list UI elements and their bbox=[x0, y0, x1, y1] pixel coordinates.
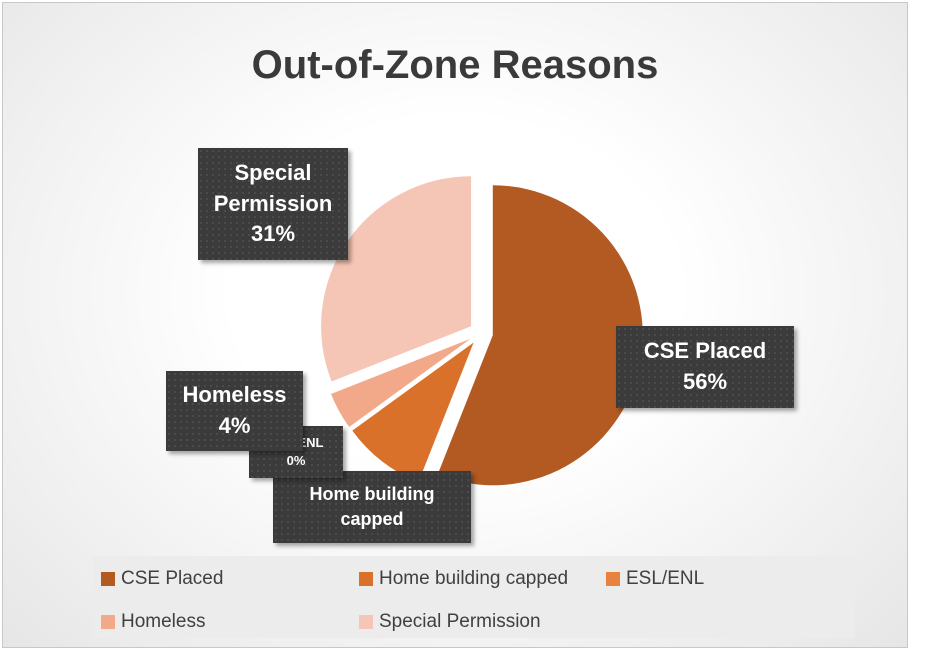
legend-swatch bbox=[359, 572, 373, 586]
legend-swatch bbox=[101, 615, 115, 629]
legend-item: Home building capped bbox=[359, 568, 568, 590]
legend-item: Special Permission bbox=[359, 611, 541, 633]
data-label-name: Home building capped bbox=[309, 483, 435, 529]
legend-label: CSE Placed bbox=[121, 568, 224, 589]
pie-slice bbox=[349, 340, 472, 429]
data-label-value: 0% bbox=[286, 453, 306, 468]
chart: Out-of-Zone Reasons CSE Placed Home build… bbox=[2, 2, 908, 648]
legend-swatch bbox=[359, 615, 373, 629]
data-label-value: 31% bbox=[250, 221, 296, 247]
data-label-value: 56% bbox=[682, 369, 728, 394]
legend-label: Special Permission bbox=[379, 611, 541, 632]
legend-swatch bbox=[606, 572, 620, 586]
data-label: CSE Placed 56% bbox=[616, 326, 794, 408]
pie-slice bbox=[321, 176, 472, 382]
legend-item: Homeless bbox=[101, 611, 205, 633]
legend-item: CSE Placed bbox=[101, 568, 223, 590]
chart-title: Out-of-Zone Reasons bbox=[251, 43, 659, 87]
data-label: Special Permission 31% bbox=[198, 148, 348, 260]
data-label-name: Homeless bbox=[182, 382, 287, 408]
data-label-value: 4% bbox=[218, 413, 251, 438]
legend-label: ESL/ENL bbox=[626, 568, 705, 589]
pie-area bbox=[321, 176, 643, 486]
pie-slice bbox=[352, 342, 474, 482]
pie-slice bbox=[331, 338, 471, 427]
legend-item: ESL/ENL bbox=[606, 568, 704, 590]
data-label-name: CSE Placed bbox=[643, 338, 767, 364]
legend-swatch bbox=[101, 572, 115, 586]
legend: CSE Placed Home building capped ESL/ENL Hom… bbox=[93, 556, 855, 638]
legend-label: Homeless bbox=[121, 611, 206, 632]
legend-label: Home building capped bbox=[379, 568, 569, 589]
pie-slice bbox=[437, 185, 643, 486]
data-label: Home building capped bbox=[273, 471, 471, 543]
data-label: Homeless 4% bbox=[166, 371, 303, 451]
data-label-name: Special Permission bbox=[213, 159, 333, 216]
